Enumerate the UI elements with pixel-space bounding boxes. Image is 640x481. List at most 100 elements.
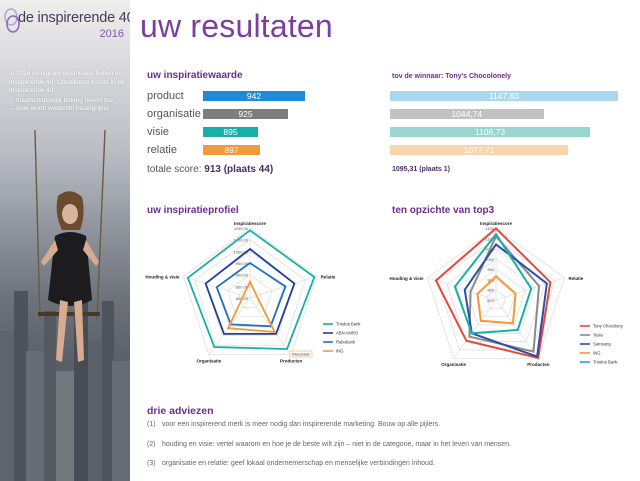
radar-tick-label: 1000 [485, 257, 495, 262]
radar-tick-label: 1000,00 [234, 249, 249, 254]
radar-gridline [427, 227, 565, 359]
radar-series-line [463, 243, 548, 358]
brand-year: 2016 [99, 28, 124, 40]
legend-label: Samsung [593, 342, 611, 347]
sidebar-trend-item: maatschappelijk belang neemt toe [9, 97, 125, 106]
radar-series-line [226, 279, 277, 334]
advice-text: organisatie en relatie: geef lokaal onde… [162, 460, 435, 467]
winner-bar: 1044,74 [390, 109, 544, 119]
radar-series-line [215, 261, 287, 328]
top3-heading: ten opzichte van top3 [392, 205, 495, 216]
score-bar: 925 [203, 109, 288, 119]
advice-heading: drie adviezen [147, 405, 214, 417]
winner-bar-value: 1106,73 [474, 127, 506, 137]
advice-item: (2) houding en visie: vertel waarom en ho… [147, 441, 511, 448]
radar-series-line [434, 227, 552, 360]
winner-bar-value: 1147,83 [488, 91, 520, 101]
legend-label: Tesla [593, 333, 603, 338]
advice-number: (3) [147, 460, 156, 467]
radar-tick-label: 950,00 [236, 261, 249, 266]
legend-label: Tony Chocolony [593, 324, 624, 329]
logo-loop-icon [4, 8, 20, 33]
radar-tick-label: 850 [487, 288, 494, 293]
total-score-label: totale score: [147, 164, 202, 175]
radar-gridline [466, 268, 526, 326]
radar-axis-label: Inspiratiescore [480, 221, 513, 226]
photo-sidebar: de inspirerende 40 2016 In 2016 eindigt … [0, 0, 130, 481]
legend-label: Triodos Bank [336, 322, 361, 327]
brand-title: de inspirerende 40 [18, 10, 130, 26]
radar-gridline [436, 237, 556, 351]
metric-label: product [147, 90, 184, 102]
score-bar: 895 [203, 127, 258, 137]
radar-gridline [183, 227, 317, 355]
metric-label: visie [147, 126, 170, 138]
radar-axis-label: Houding & visie [145, 274, 180, 279]
radar-axis-label: Producten [527, 362, 550, 367]
radar-tick-label: 1100,00 [234, 226, 249, 231]
winner-heading: tov de winnaar: Tony's Chocolonely [392, 73, 511, 80]
sidebar-intro: In 2016 eindigt uw organisatie buiten de… [9, 70, 125, 114]
radar-tick-label: 1150 [485, 226, 494, 231]
advice-number: (1) [147, 421, 156, 428]
score-bar-value: 942 [246, 91, 262, 101]
winner-bar-value: 1077,71 [463, 145, 495, 155]
winner-bar-value: 1044,74 [451, 109, 483, 119]
radar-tick-label: 950 [487, 267, 494, 272]
radar-series-line [186, 229, 316, 350]
score-bar-value: 897 [224, 145, 239, 155]
score-bar: 942 [203, 91, 305, 101]
metric-label: relatie [147, 144, 177, 156]
advice-item: (1) voor een inspirerend merk is meer nod… [147, 421, 440, 428]
radar-series-line [476, 274, 517, 325]
page-title: uw resultaten [140, 8, 333, 44]
callout-box [289, 350, 313, 358]
legend-label: ING [336, 349, 343, 354]
radar-axis-line [453, 299, 497, 359]
radar-gridline [456, 258, 536, 334]
radar-axis-label: Producten [280, 359, 303, 364]
callout-label: Interpolasi [292, 353, 310, 357]
top3-radar-chart: 1150110010501000950900850800Inspiratiesc… [390, 221, 624, 367]
legend-label: ABN AMRO [336, 331, 359, 336]
radar-axis-line [427, 277, 497, 301]
radar-axis-label: Relatie [568, 276, 583, 281]
winner-bar: 1106,73 [390, 127, 591, 137]
radar-axis-line [249, 276, 317, 299]
winner-total-score: 1095,31 (plaats 1) [392, 166, 450, 173]
advice-text: voor een inspirerend merk is meer nodig … [162, 421, 441, 428]
legend-label: Rabobank [336, 340, 356, 345]
brand-logo: de inspirerende 40 2016 [4, 6, 130, 46]
radar-gridline [227, 274, 273, 318]
profile-heading: uw inspiratieprofiel [147, 205, 239, 216]
radar-tick-label: 900,00 [236, 273, 249, 278]
radar-axis-label: Houding & visie [390, 276, 425, 281]
legend-label: ING [593, 351, 600, 356]
radar-series-line [204, 247, 296, 335]
advice-text: houding en visie: vertel waarom en hoe j… [162, 441, 512, 448]
radar-axis-label: Inspiratiescore [234, 221, 267, 226]
sidebar-intro-text: In 2016 eindigt uw organisatie buiten de… [9, 70, 125, 95]
total-score: totale score: 913 (plaats 44) [147, 164, 273, 175]
radar-tick-label: 800 [487, 298, 494, 303]
radar-series-line [453, 232, 533, 335]
legend-label: Triodos Bank [593, 360, 618, 365]
sidebar-trends-list: maatschappelijk belang neemt toe visie w… [9, 97, 125, 114]
radar-tick-label: 850,00 [236, 284, 249, 289]
metric-label: organisatie [147, 108, 201, 120]
total-score-value: 913 (plaats 44) [204, 164, 274, 175]
woman-on-swing-image [34, 129, 106, 362]
city-skyline-image [0, 281, 130, 481]
winner-bar: 1077,71 [390, 145, 569, 155]
score-bar: 897 [203, 145, 260, 155]
winner-bar: 1147,83 [390, 91, 618, 101]
sidebar-trend-item: visie wordt wederom belangrijker [9, 105, 125, 114]
advice-item: (3) organisatie en relatie: geef lokaal o… [147, 460, 435, 467]
profile-radar-chart: 1100,001050,001000,00950,00900,00850,008… [145, 221, 361, 364]
radar-gridline [238, 285, 262, 308]
radar-tick-label: 1050,00 [234, 238, 249, 243]
score-bar-value: 925 [238, 109, 253, 119]
score-bar-value: 895 [223, 127, 238, 137]
radar-tick-label: 1100 [485, 236, 494, 241]
radar-axis-label: Organisatie [441, 362, 466, 367]
